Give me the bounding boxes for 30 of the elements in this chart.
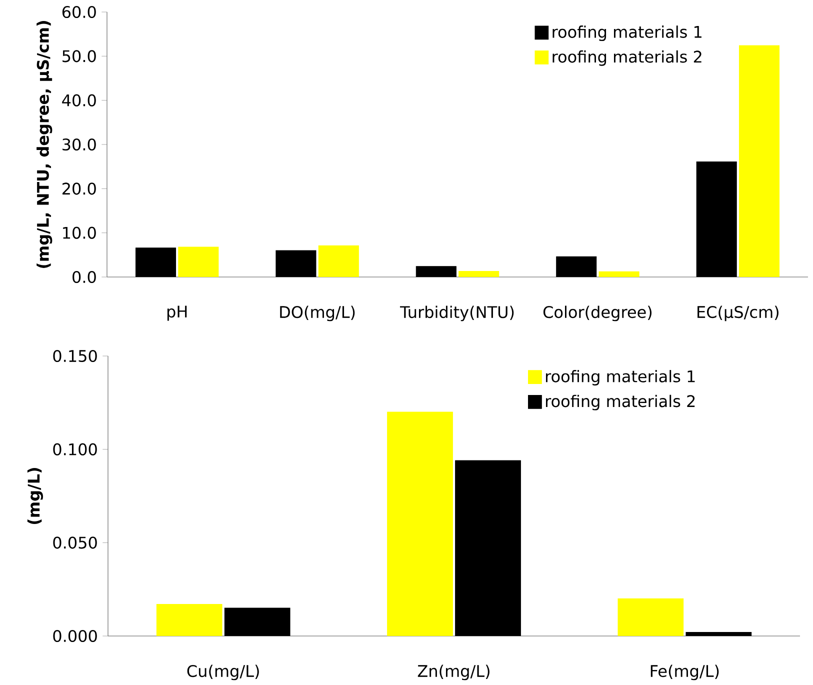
legend-label: roofing materials 1 [546,370,695,386]
bar [696,162,737,278]
y-tick-label: 0.050 [53,536,97,549]
y-axis-title: (mg/L, NTU, degree, µS/cm) [36,21,52,268]
y-axis-title: (mg/L) [27,468,43,524]
bar [556,256,597,278]
x-tick-label: Fe(mg/L) [650,664,719,680]
x-tick-label: Zn(mg/L) [418,664,490,680]
y-tick-label: 0.150 [53,350,97,362]
legend-label: roofing materials 2 [552,50,702,66]
bar [276,250,316,278]
x-tick-label: Cu(mg/L) [187,664,259,680]
legend-label: roofing materials 2 [546,395,695,410]
y-tick-label: 0.000 [53,630,97,642]
x-tick-label: DO(mg/L) [280,306,355,322]
bar [136,248,176,278]
x-tick-label: Color(degree) [543,306,652,322]
y-tick-label: 60.0 [62,6,96,18]
x-tick-label: pH [167,306,187,321]
y-tick-label: 0.0 [72,271,96,284]
legend-label: roofing materials 1 [552,26,702,42]
y-tick-label: 10.0 [63,226,96,240]
y-tick-label: 0.100 [53,443,97,456]
y-tick-label: 40.0 [62,94,96,107]
y-tick-label: 20.0 [62,182,96,195]
x-tick-label: EC(µS/cm) [698,306,778,322]
bar [416,266,456,278]
x-tick-label: Turbidity(NTU) [400,306,514,322]
y-tick-label: 50.0 [62,50,96,62]
y-tick-label: 30.0 [62,138,96,151]
